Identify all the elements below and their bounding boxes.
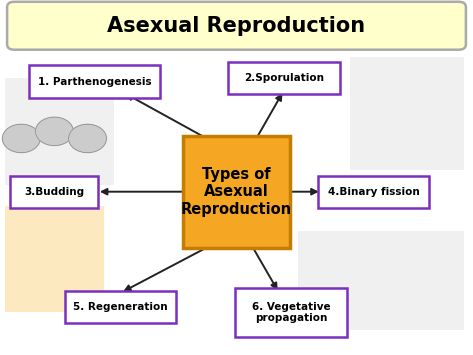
FancyBboxPatch shape [183, 136, 290, 248]
FancyBboxPatch shape [29, 65, 160, 98]
FancyBboxPatch shape [235, 288, 347, 337]
Text: 6. Vegetative
propagation: 6. Vegetative propagation [252, 302, 330, 323]
FancyBboxPatch shape [65, 291, 176, 323]
Text: 2.Sporulation: 2.Sporulation [244, 73, 324, 83]
Circle shape [69, 124, 106, 153]
FancyBboxPatch shape [5, 78, 114, 185]
Text: 5. Regeneration: 5. Regeneration [73, 302, 168, 312]
Text: 3.Budding: 3.Budding [24, 187, 85, 197]
FancyBboxPatch shape [228, 62, 340, 94]
Circle shape [2, 124, 40, 153]
FancyBboxPatch shape [10, 175, 98, 208]
FancyBboxPatch shape [318, 175, 429, 208]
Circle shape [35, 117, 73, 146]
FancyBboxPatch shape [298, 231, 464, 330]
FancyBboxPatch shape [7, 2, 466, 50]
FancyBboxPatch shape [5, 206, 104, 312]
Text: Asexual Reproduction: Asexual Reproduction [107, 16, 366, 36]
Text: 1. Parthenogenesis: 1. Parthenogenesis [38, 77, 151, 87]
FancyBboxPatch shape [350, 57, 464, 170]
Text: Types of
Asexual
Reproduction: Types of Asexual Reproduction [181, 167, 292, 217]
Text: 4.Binary fission: 4.Binary fission [328, 187, 420, 197]
